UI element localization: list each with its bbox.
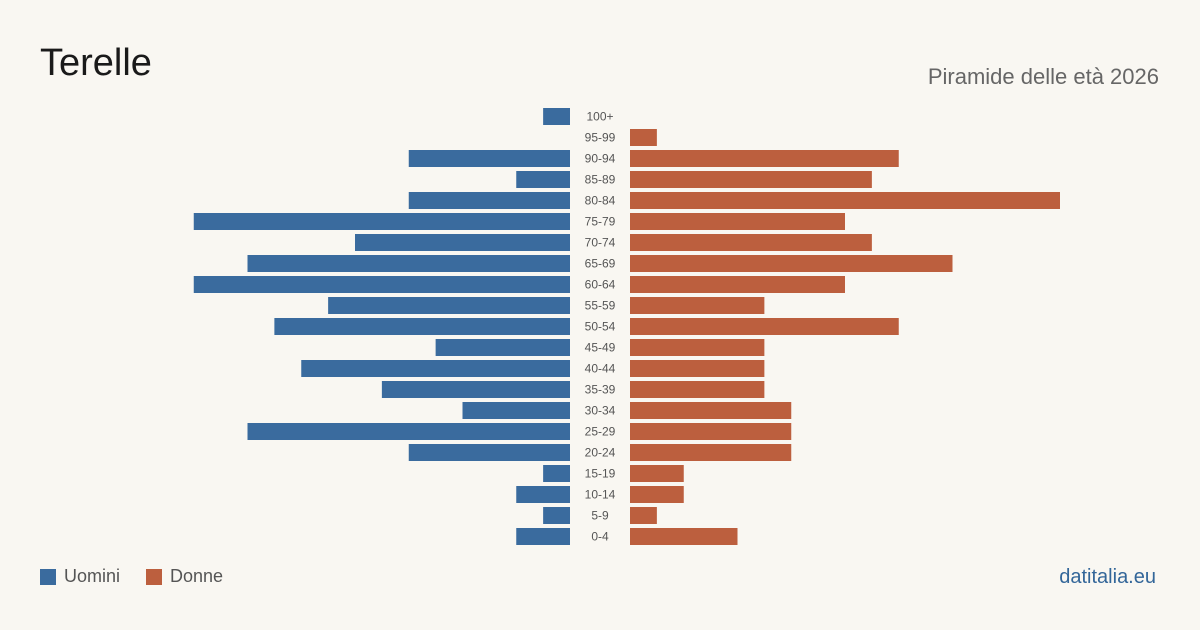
bar-men-5-9 [543,507,570,524]
age-label-50-54: 50-54 [585,320,616,334]
bar-women-20-24 [630,444,792,461]
bar-women-55-59 [630,297,765,314]
bar-women-40-44 [630,360,765,377]
age-label-70-74: 70-74 [585,236,616,250]
bar-men-70-74 [355,234,570,251]
brand-link[interactable]: datitalia.eu [1059,566,1156,588]
bar-men-0-4 [516,528,570,545]
bar-women-70-74 [630,234,872,251]
age-label-75-79: 75-79 [585,215,616,229]
bar-men-25-29 [247,423,570,440]
bar-women-65-69 [630,255,953,272]
legend: Uomini Donne [40,566,249,587]
bar-men-40-44 [301,360,570,377]
bar-men-20-24 [408,444,570,461]
age-label-10-14: 10-14 [585,488,616,502]
bar-men-55-59 [328,297,570,314]
age-label-60-64: 60-64 [585,278,616,292]
age-label-90-94: 90-94 [585,152,616,166]
bar-women-5-9 [630,507,657,524]
age-label-40-44: 40-44 [585,362,616,376]
page-title: Terelle [40,42,152,84]
bar-men-45-49 [435,339,570,356]
bar-men-100+ [543,108,570,125]
bar-women-45-49 [630,339,765,356]
age-label-20-24: 20-24 [585,446,616,460]
bar-men-65-69 [247,255,570,272]
age-label-65-69: 65-69 [585,257,616,271]
bar-women-35-39 [630,381,765,398]
bar-women-85-89 [630,171,872,188]
legend-label-women: Donne [170,566,224,586]
bar-women-50-54 [630,318,899,335]
bar-women-30-34 [630,402,792,419]
bar-men-15-19 [543,465,570,482]
bar-men-85-89 [516,171,570,188]
legend-label-men: Uomini [64,566,121,586]
bar-men-50-54 [274,318,570,335]
age-label-5-9: 5-9 [591,509,609,523]
age-label-85-89: 85-89 [585,173,616,187]
bar-men-60-64 [193,276,570,293]
bar-men-30-34 [462,402,570,419]
bar-women-75-79 [630,213,845,230]
legend-item-women: Donne [146,566,223,587]
bar-women-10-14 [630,486,684,503]
chart-subtitle: Piramide delle età 2026 [927,64,1159,89]
age-label-30-34: 30-34 [585,404,616,418]
bar-men-10-14 [516,486,570,503]
bar-women-60-64 [630,276,845,293]
legend-item-men: Uomini [40,566,120,587]
bar-women-25-29 [630,423,792,440]
age-label-0-4: 0-4 [591,530,609,544]
age-label-15-19: 15-19 [585,467,616,481]
bar-men-80-84 [408,192,570,209]
bar-men-90-94 [408,150,570,167]
age-label-45-49: 45-49 [585,341,616,355]
bar-women-0-4 [630,528,738,545]
legend-swatch-men [40,568,56,585]
bar-women-15-19 [630,465,684,482]
age-label-80-84: 80-84 [585,194,616,208]
age-label-25-29: 25-29 [585,425,616,439]
bar-women-95-99 [630,129,657,146]
bar-women-90-94 [630,150,899,167]
legend-swatch-women [146,568,163,585]
age-label-55-59: 55-59 [585,299,616,313]
age-label-100+: 100+ [586,110,613,124]
age-label-35-39: 35-39 [585,383,616,397]
bar-women-80-84 [630,192,1060,209]
bar-men-75-79 [193,213,570,230]
bar-men-35-39 [381,381,570,398]
age-label-95-99: 95-99 [585,131,616,145]
